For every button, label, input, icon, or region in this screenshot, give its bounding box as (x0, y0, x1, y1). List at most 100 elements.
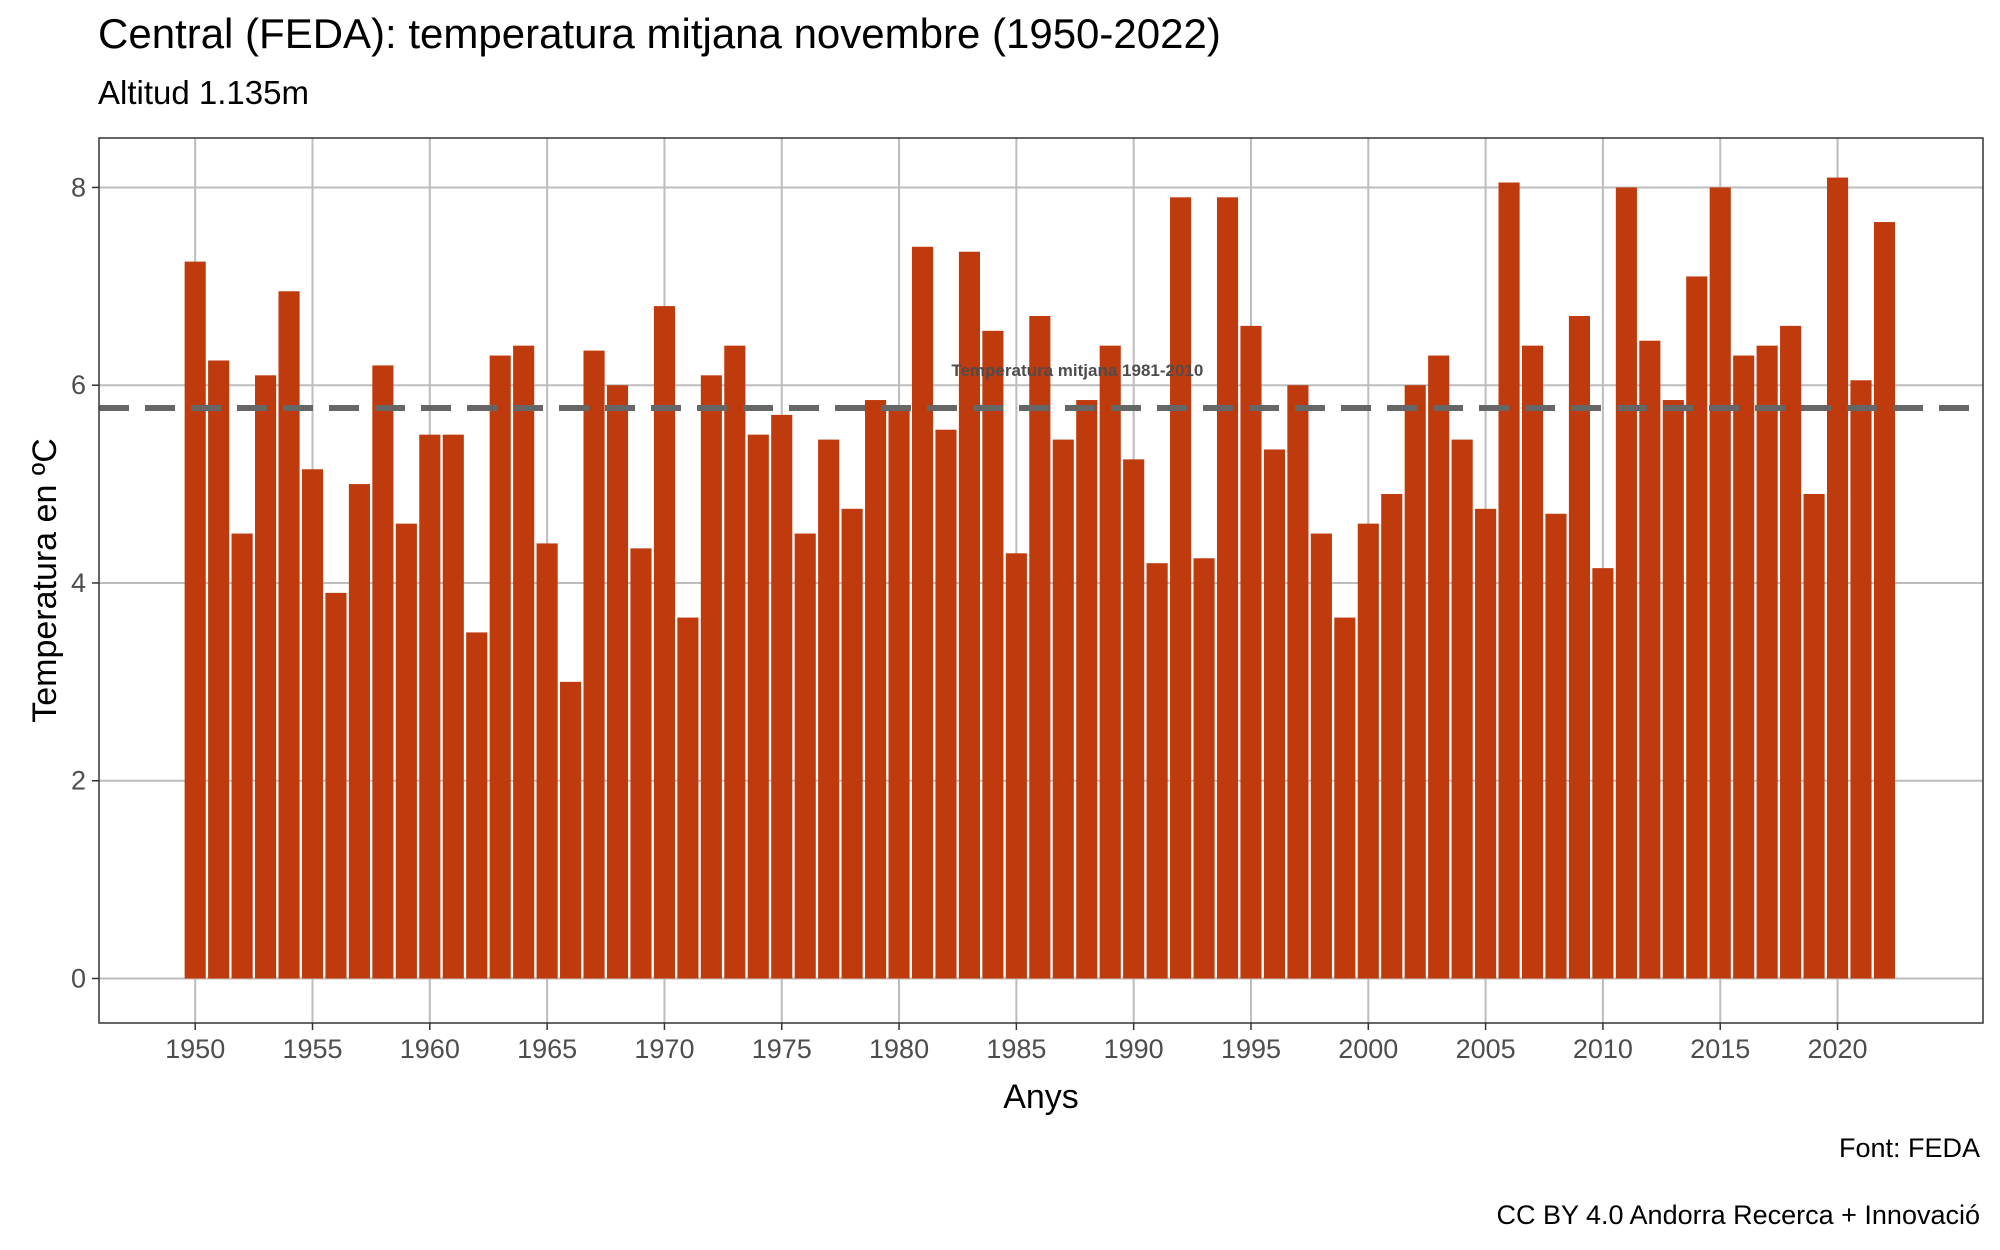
bar-2006 (1498, 182, 1520, 979)
bar-2011 (1615, 187, 1637, 979)
bar-1962 (466, 632, 488, 979)
x-tick-label: 2000 (1338, 1034, 1398, 1064)
chart-title: Central (FEDA): temperatura mitjana nove… (98, 10, 1221, 57)
bar-1999 (1334, 617, 1356, 979)
bar-1971 (677, 617, 699, 979)
bar-1986 (1029, 315, 1051, 979)
bar-1997 (1287, 385, 1309, 979)
license-caption: CC BY 4.0 Andorra Recerca + Innovació (1496, 1200, 1980, 1230)
bar-2020 (1826, 177, 1849, 979)
x-tick-label: 2005 (1456, 1034, 1516, 1064)
bar-2000 (1357, 523, 1379, 979)
y-tick-label: 8 (71, 172, 86, 202)
bar-1953 (255, 375, 277, 979)
axes: 0 2 4 6 8 1950 1955 1960 1965 1970 1975 1980 1985 199… (71, 172, 1868, 1064)
x-tick-label: 2020 (1807, 1034, 1867, 1064)
y-tick-label: 4 (71, 568, 86, 598)
bar-2021 (1850, 380, 1872, 979)
bar-1981 (911, 246, 934, 979)
reference-line-group: Temperatura mitjana 1981-2010 (99, 361, 1983, 411)
reference-line-label: Temperatura mitjana 1981-2010 (951, 361, 1203, 380)
bar-1994 (1216, 197, 1239, 979)
bar-1978 (841, 508, 863, 979)
bar-2017 (1756, 345, 1778, 979)
y-axis-title: Temperatura en ºC (26, 438, 64, 723)
bar-1951 (208, 360, 230, 979)
bar-2008 (1545, 513, 1567, 979)
bar-1957 (348, 484, 370, 979)
bar-1969 (630, 548, 652, 979)
bar-1996 (1263, 449, 1286, 979)
bar-1961 (442, 434, 464, 979)
x-tick-label: 2015 (1690, 1034, 1750, 1064)
x-tick-label: 1985 (986, 1034, 1046, 1064)
bar-1966 (560, 681, 582, 979)
bar-1976 (794, 533, 816, 979)
panel-border (98, 137, 1984, 1024)
x-tick-label: 1950 (165, 1034, 225, 1064)
bar-1985 (1005, 553, 1027, 979)
bar-1952 (231, 533, 253, 979)
x-tick-label: 1970 (634, 1034, 694, 1064)
y-tick-label: 2 (71, 766, 86, 796)
x-tick-label: 1965 (517, 1034, 577, 1064)
bar-1950 (184, 261, 206, 979)
bar-2002 (1404, 385, 1426, 979)
bar-2014 (1686, 276, 1708, 979)
bar-2001 (1381, 493, 1403, 979)
x-tick-label: 1980 (869, 1034, 929, 1064)
bar-1974 (747, 434, 769, 979)
bar-1990 (1123, 459, 1145, 979)
bar-2004 (1451, 439, 1473, 979)
bar-1995 (1240, 325, 1262, 979)
x-tick-label: 1955 (282, 1034, 342, 1064)
bar-1975 (771, 414, 793, 979)
bar-1983 (958, 251, 980, 979)
bar-2005 (1475, 508, 1497, 979)
bar-1973 (724, 345, 746, 979)
y-tick-label: 0 (71, 964, 86, 994)
bar-2016 (1733, 355, 1755, 979)
bar-1982 (935, 429, 957, 979)
y-tick-label: 6 (71, 370, 86, 400)
x-tick-label: 2010 (1573, 1034, 1633, 1064)
bar-1955 (301, 469, 324, 979)
bar-1963 (489, 355, 511, 979)
bar-1979 (865, 400, 887, 979)
bar-1968 (606, 385, 629, 979)
source-caption: Font: FEDA (1838, 1133, 1980, 1163)
bar-2018 (1780, 325, 1802, 979)
bar-1972 (700, 375, 722, 979)
bar-2007 (1521, 345, 1544, 979)
bar-1967 (583, 350, 605, 979)
bar-1954 (278, 291, 300, 979)
bar-1987 (1052, 439, 1074, 979)
bar-1960 (419, 434, 441, 979)
bar-2019 (1803, 493, 1825, 979)
bars (184, 177, 1896, 979)
bar-1980 (888, 404, 910, 979)
bar-1998 (1310, 533, 1332, 979)
bar-2022 (1873, 222, 1896, 979)
bar-1984 (982, 330, 1004, 979)
x-tick-label: 1990 (1104, 1034, 1164, 1064)
bar-2012 (1639, 340, 1661, 979)
x-axis-title: Anys (1003, 1078, 1079, 1116)
bar-1964 (513, 345, 535, 979)
bar-1958 (372, 365, 394, 979)
bar-1965 (536, 543, 558, 979)
bar-1992 (1170, 197, 1192, 979)
x-tick-label: 1995 (1221, 1034, 1281, 1064)
bar-1977 (818, 439, 840, 979)
bar-1988 (1076, 400, 1098, 979)
x-tick-label: 1975 (752, 1034, 812, 1064)
bar-1991 (1146, 563, 1168, 979)
bar-1970 (653, 306, 675, 979)
bar-2010 (1592, 568, 1614, 979)
x-tick-label: 1960 (400, 1034, 460, 1064)
bar-1989 (1099, 345, 1121, 979)
bar-1959 (395, 523, 417, 979)
bar-2013 (1662, 400, 1684, 979)
bar-2015 (1709, 187, 1731, 979)
